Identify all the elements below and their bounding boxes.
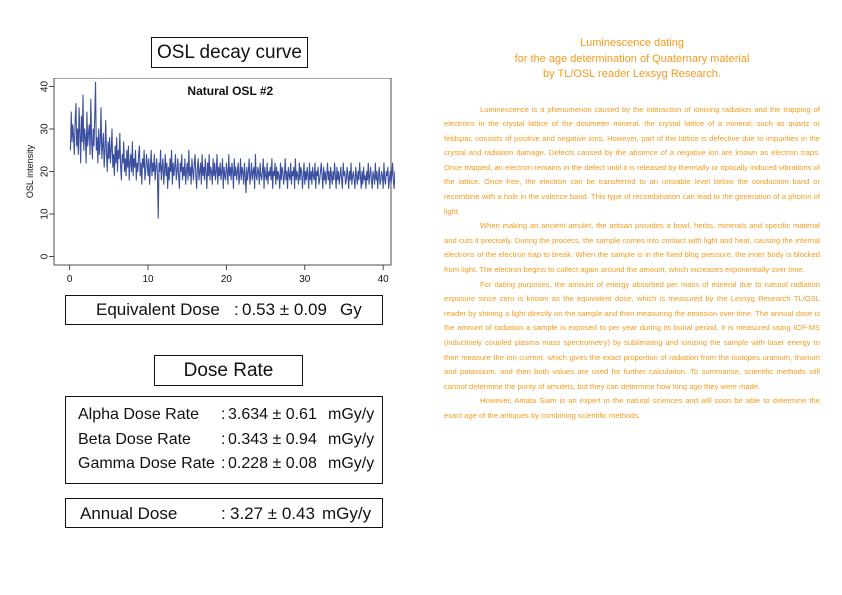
y-tick-label: 30 — [40, 123, 51, 135]
annual-dose-separator: : — [221, 504, 226, 523]
alpha-dose-rate-unit: mGy/y — [328, 406, 375, 423]
article-paragraph: However, Amata Siam is an expert in the … — [444, 396, 820, 420]
gamma-dose-rate-separator: : — [221, 455, 226, 472]
beta-dose-rate-separator: : — [221, 431, 226, 448]
equivalent-dose-box: Equivalent Dose : 0.53 ± 0.09 Gy — [65, 295, 383, 325]
article-title-line: for the age determination of Quaternary … — [514, 52, 750, 65]
x-tick-label: 30 — [299, 274, 311, 285]
x-tick-label: 40 — [378, 274, 390, 285]
article: Luminescence dating for the age determin… — [444, 36, 820, 424]
equivalent-dose-separator: : — [234, 300, 239, 319]
y-tick-label: 10 — [40, 208, 51, 220]
dose-rate-title: Dose Rate — [154, 355, 303, 386]
beta-dose-rate-label: Beta Dose Rate — [78, 431, 191, 448]
chart-title: Natural OSL #2 — [187, 84, 273, 98]
osl-series-line — [69, 81, 395, 219]
annual-dose-value: 3.27 ± 0.43 — [230, 504, 315, 523]
equivalent-dose-value: 0.53 ± 0.09 — [242, 300, 327, 319]
dose-rate-title-text: Dose Rate — [183, 359, 274, 381]
y-axis-label: OSL intensity — [25, 144, 35, 198]
gamma-dose-rate-label: Gamma Dose Rate — [78, 455, 215, 472]
article-paragraph: When making an ancient amulet, the artis… — [444, 221, 820, 275]
alpha-dose-rate-separator: : — [221, 406, 226, 423]
article-paragraph: For dating purposes, the amount of energ… — [444, 279, 820, 391]
annual-dose-box: Annual Dose : 3.27 ± 0.43 mGy/y — [65, 498, 383, 528]
beta-dose-rate-value: 0.343 ± 0.94 — [228, 431, 317, 448]
x-tick-label: 10 — [142, 274, 154, 285]
alpha-dose-rate-value: 3.634 ± 0.61 — [228, 406, 317, 423]
article-title: Luminescence dating for the age determin… — [444, 36, 820, 83]
article-paragraph: Luminescence is a phenomenon caused by t… — [444, 104, 820, 216]
x-tick-label: 0 — [67, 274, 73, 285]
osl-decay-curve-title: OSL decay curve — [151, 37, 308, 68]
dose-rates-box: Alpha Dose Rate : 3.634 ± 0.61 mGy/y Bet… — [65, 396, 383, 484]
x-tick-label: 20 — [221, 274, 233, 285]
y-tick-label: 0 — [40, 253, 51, 259]
gamma-dose-rate-unit: mGy/y — [328, 455, 375, 472]
equivalent-dose-unit: Gy — [340, 300, 362, 319]
osl-decay-chart: 0 10 20 30 40 0 10 20 30 40 OSL intensity Natural O… — [25, 78, 395, 285]
article-title-line: by TL/OSL reader Lexsyg Research. — [543, 68, 721, 80]
annual-dose-unit: mGy/y — [322, 504, 372, 523]
article-title-line: Luminescence dating — [580, 37, 684, 49]
osl-decay-curve-title-text: OSL decay curve — [156, 41, 303, 63]
y-tick-label: 40 — [40, 81, 51, 93]
alpha-dose-rate-label: Alpha Dose Rate — [78, 406, 199, 423]
beta-dose-rate-unit: mGy/y — [328, 431, 375, 448]
annual-dose-label: Annual Dose — [80, 504, 178, 523]
gamma-dose-rate-value: 0.228 ± 0.08 — [228, 455, 317, 472]
equivalent-dose-label: Equivalent Dose — [96, 300, 220, 319]
y-tick-label: 20 — [40, 166, 51, 178]
